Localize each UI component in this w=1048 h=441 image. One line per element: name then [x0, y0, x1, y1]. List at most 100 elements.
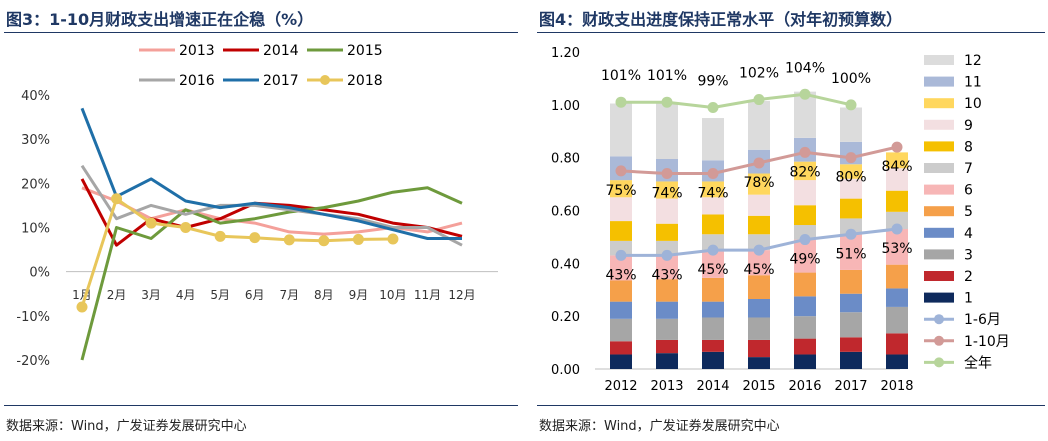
bar-segment-4-2014 [702, 301, 724, 318]
data-label-1-6月: 49% [789, 252, 820, 268]
x-tick-label: 4月 [176, 288, 196, 302]
bar-segment-10-2018 [886, 152, 908, 169]
bar-segment-7-2015 [748, 234, 770, 251]
bar-segment-2-2016 [794, 338, 816, 355]
bar-segment-5-2015 [748, 275, 770, 299]
series-line-2018 [80, 197, 393, 308]
legend-swatch-10 [924, 98, 954, 109]
series-point-2018 [180, 222, 192, 233]
bar-segment-10-2014 [702, 181, 724, 198]
data-label-1-10月: 74% [697, 186, 728, 202]
bar-segment-7-2017 [840, 218, 862, 235]
bar-segment-6-2016 [794, 239, 816, 273]
bar-segment-12-2012 [610, 103, 632, 157]
data-label-1-10月: 84% [881, 159, 912, 175]
bar-segment-9-2016 [794, 180, 816, 206]
legend-swatch-12 [924, 55, 954, 65]
data-label-全年: 99% [697, 73, 728, 89]
bar-segment-1-2013 [656, 353, 678, 369]
left-chart-title: 图3：1-10月财政支出增速正在企稳（%） [6, 10, 314, 29]
y-tick-label: -20% [16, 354, 50, 369]
bar-segment-7-2014 [702, 234, 724, 251]
legend-swatch-4 [924, 227, 954, 238]
series-point-2018 [249, 232, 261, 244]
bar-segment-2-2017 [840, 337, 862, 352]
line-point-全年 [707, 101, 719, 113]
bar-segment-8-2012 [610, 221, 632, 241]
series-point-2018 [387, 233, 399, 245]
legend-swatch-3 [924, 249, 954, 260]
data-label-1-10月: 80% [835, 170, 866, 186]
y-tick-label: 0.40 [551, 257, 580, 272]
right-title-rule [537, 32, 1045, 33]
line-point-1-6月 [845, 228, 857, 240]
bar-segment-5-2013 [656, 279, 678, 302]
y-tick-label: 0% [29, 266, 50, 281]
bar-segment-2-2013 [656, 339, 678, 354]
legend-swatch-2 [924, 271, 954, 281]
bar-segment-3-2014 [702, 317, 724, 340]
right-stacked-bar-chart: 0.00 0.20 0.40 0.60 0.80 1.00 1.20 2012 2013 2014… [551, 46, 1010, 394]
bar-segment-9-2015 [748, 194, 770, 216]
bar-segment-6-2018 [886, 228, 908, 265]
bar-segment-1-2018 [886, 354, 908, 369]
bar-segment-6-2012 [610, 255, 632, 281]
bar-segment-6-2015 [748, 250, 770, 276]
bar-segment-6-2014 [702, 250, 724, 278]
y-tick-label: 30% [21, 133, 50, 148]
line-point-1-10月 [661, 168, 673, 180]
right-source-note: 数据来源：Wind，广发证券发展研究中心 [539, 419, 780, 434]
line-point-全年 [753, 94, 765, 106]
bar-segment-3-2015 [748, 317, 770, 340]
bar-segment-10-2012 [610, 180, 632, 198]
data-label-全年: 101% [647, 68, 687, 84]
legend-marker-1-6月 [934, 314, 944, 325]
series-point-2018 [352, 233, 364, 245]
bar-segment-5-2016 [794, 272, 816, 297]
bar-segment-1-2015 [748, 357, 770, 369]
line-point-1-6月 [799, 234, 811, 246]
bar-segment-2-2012 [610, 341, 632, 355]
bar-segment-12-2013 [656, 102, 678, 159]
legend-label-12: 12 [964, 53, 982, 69]
bar-segment-8-2014 [702, 214, 724, 235]
line-point-1-10月 [707, 168, 719, 180]
data-label-全年: 104% [785, 60, 825, 76]
line-point-1-10月 [845, 152, 857, 164]
series-point-2018 [145, 217, 157, 229]
legend-label-5: 5 [964, 204, 973, 220]
line-全年 [621, 92, 852, 109]
series-line-2015 [80, 186, 463, 361]
line-point-1-10月 [799, 146, 811, 158]
x-tick-label: 2014 [696, 379, 729, 394]
legend-swatch-8 [924, 141, 954, 152]
bar-segment-4-2013 [656, 301, 678, 319]
line-point-全年 [661, 96, 673, 108]
y-tick-label: 10% [21, 222, 50, 237]
x-tick-label: 2016 [788, 379, 821, 394]
line-point-全年 [845, 99, 857, 111]
bar-segment-8-2017 [840, 198, 862, 219]
legend-label-10: 10 [964, 96, 982, 112]
legend-label-8: 8 [964, 139, 973, 155]
legend-label-7: 7 [964, 161, 973, 177]
legend-label-2016: 2016 [179, 73, 215, 89]
data-label-1-10月: 74% [651, 186, 682, 202]
legend-label-2017: 2017 [263, 73, 299, 89]
legend-swatch-11 [924, 76, 954, 87]
legend-label-2013: 2013 [179, 43, 215, 59]
x-tick-label: 2月 [107, 288, 127, 302]
right-chart-title: 图4：财政支出进度保持正常水平（对年初预算数） [539, 10, 903, 29]
data-label-1-6月: 53% [881, 241, 912, 257]
series-point-2018 [76, 301, 88, 313]
legend-label-9: 9 [964, 118, 973, 134]
bar-segment-2-2015 [748, 339, 770, 358]
data-label-全年: 101% [601, 68, 641, 84]
bar-segment-9-2014 [702, 197, 724, 215]
bar-segment-10-2017 [840, 164, 862, 179]
legend-swatch-6 [924, 184, 954, 195]
bar-segment-2-2014 [702, 339, 724, 352]
legend-marker-全年 [934, 357, 944, 368]
data-label-1-10月: 78% [743, 175, 774, 191]
bar-segment-2-2018 [886, 333, 908, 355]
